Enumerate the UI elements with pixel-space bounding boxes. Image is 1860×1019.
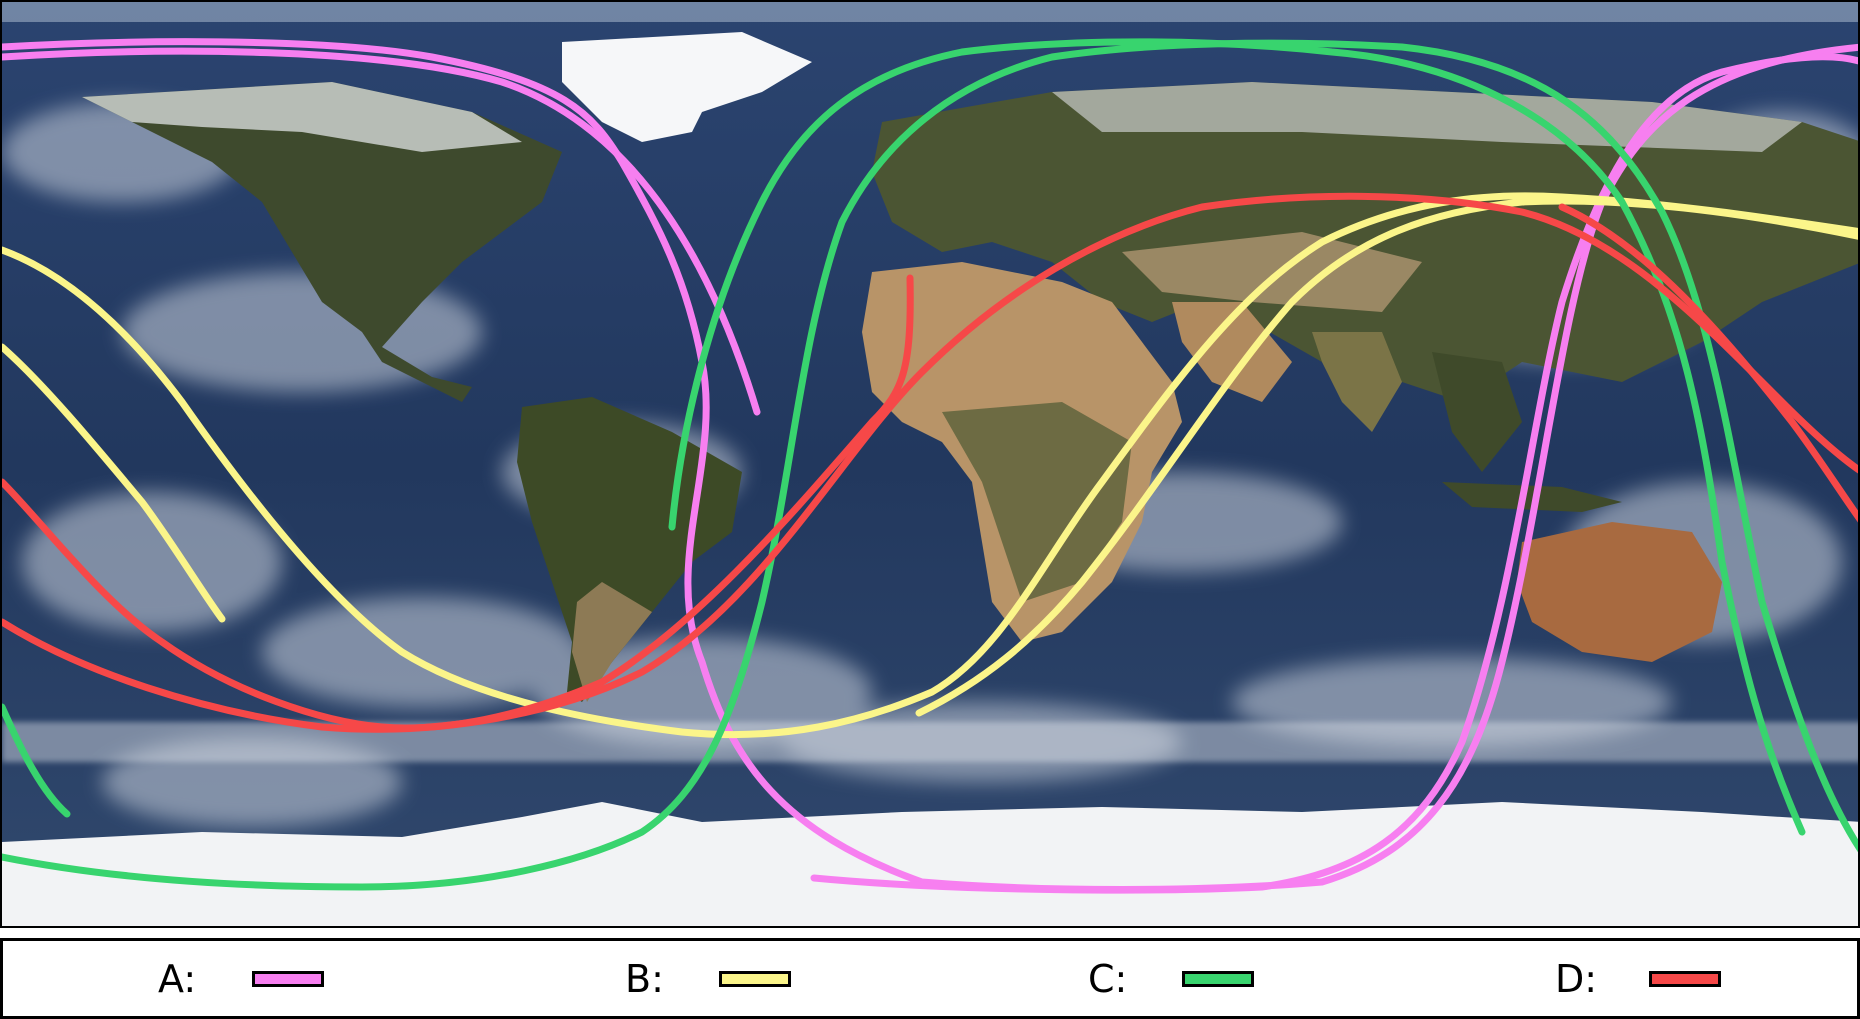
indonesia bbox=[1442, 482, 1622, 512]
legend-label-c: C: bbox=[1088, 956, 1128, 1001]
south-america-south bbox=[572, 582, 652, 702]
track-b-segment-1 bbox=[2, 192, 1858, 739]
track-c-segment-2 bbox=[668, 38, 1806, 836]
arabia bbox=[1172, 302, 1292, 402]
australia bbox=[1517, 522, 1722, 662]
india bbox=[1312, 332, 1402, 432]
track-c-segment-3 bbox=[2, 703, 71, 818]
track-c-segment-1 bbox=[2, 39, 1858, 891]
north-america bbox=[82, 82, 562, 402]
legend-item-d: D: bbox=[1555, 941, 1721, 1016]
greenland bbox=[562, 32, 812, 142]
world-map bbox=[0, 0, 1860, 928]
legend-label-a: A: bbox=[158, 956, 197, 1001]
legend-item-b: B: bbox=[625, 941, 791, 1016]
legend-swatch-c bbox=[1182, 970, 1254, 987]
track-d-segment-3 bbox=[1558, 203, 1858, 523]
legend-swatch-a bbox=[252, 970, 324, 987]
south-america bbox=[517, 397, 742, 702]
southern-cloud-band bbox=[2, 722, 1858, 762]
track-a-segment-1 bbox=[2, 38, 1858, 893]
legend: A: B: C: D: bbox=[0, 938, 1860, 1019]
legend-swatch-d bbox=[1649, 970, 1721, 987]
track-b-segment-3 bbox=[915, 197, 1858, 717]
track-a-segment-2 bbox=[2, 47, 761, 416]
ground-tracks bbox=[2, 38, 1858, 894]
eurasia bbox=[872, 82, 1858, 402]
legend-label-d: D: bbox=[1555, 956, 1598, 1001]
legend-label-b: B: bbox=[625, 956, 664, 1001]
track-b-segment-2 bbox=[2, 343, 226, 623]
legend-item-c: C: bbox=[1088, 941, 1254, 1016]
track-a-segment-3 bbox=[810, 53, 1858, 894]
track-d-segment-1 bbox=[2, 192, 1858, 733]
siberia-snow bbox=[1052, 82, 1802, 152]
arctic-ice bbox=[2, 2, 1858, 22]
legend-swatch-b bbox=[719, 970, 791, 987]
africa-central bbox=[942, 402, 1132, 602]
map-canvas bbox=[2, 2, 1858, 926]
legend-item-a: A: bbox=[158, 941, 324, 1016]
central-asia bbox=[1122, 232, 1422, 312]
track-d-segment-2 bbox=[2, 274, 914, 732]
southeast-asia bbox=[1432, 352, 1522, 472]
north-america-snow bbox=[82, 82, 522, 152]
